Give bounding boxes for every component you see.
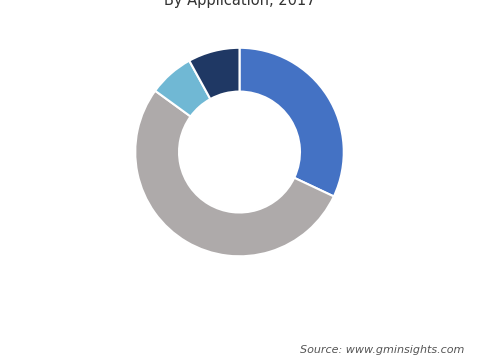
Text: Source: www.gminsights.com: Source: www.gminsights.com: [300, 345, 465, 355]
Wedge shape: [155, 61, 210, 117]
Wedge shape: [135, 91, 334, 256]
Title: Europe On-board Diagnostics (OBD) Aftermarket Share,
By Application, 2017: Europe On-board Diagnostics (OBD) Afterm…: [36, 0, 443, 8]
Wedge shape: [240, 48, 344, 197]
Wedge shape: [189, 48, 240, 99]
